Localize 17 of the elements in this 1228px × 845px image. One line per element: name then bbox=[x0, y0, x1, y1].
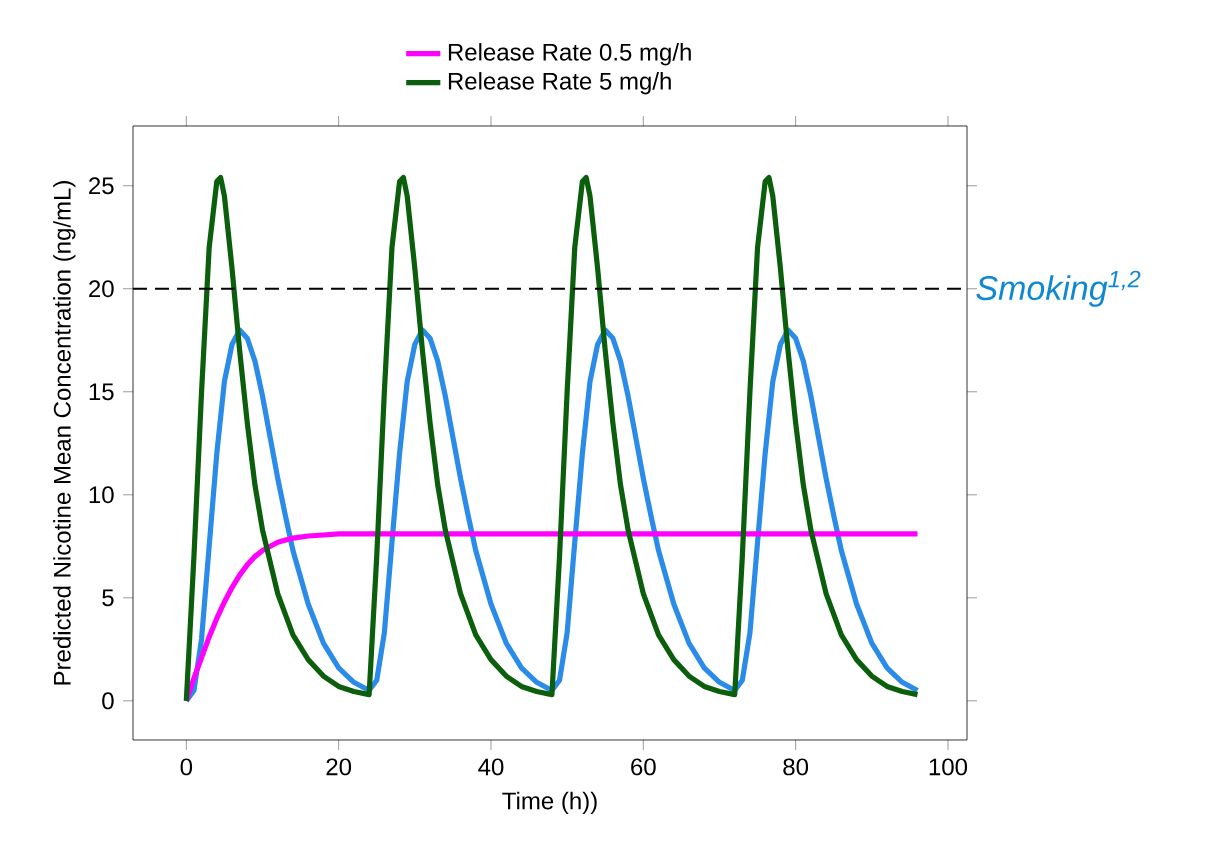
legend-label: Release Rate 5 mg/h bbox=[448, 72, 671, 95]
y-tick-label: 15 bbox=[89, 383, 114, 401]
x-tick-label: 60 bbox=[631, 758, 656, 776]
y-tick-label: 25 bbox=[89, 177, 114, 195]
x-tick-label: 0 bbox=[180, 758, 193, 776]
y-tick-label: 0 bbox=[102, 692, 114, 710]
x-tick-label: 40 bbox=[478, 758, 504, 776]
y-tick-label: 10 bbox=[89, 486, 114, 504]
x-axis-title: Time (h)) bbox=[502, 791, 597, 815]
legend-label: Release Rate 0.5 mg/h bbox=[448, 43, 691, 66]
y-tick-label: 5 bbox=[102, 589, 114, 607]
ref-line-label: Smoking$^{1,2}$ bbox=[976, 270, 1141, 307]
x-tick-label: 20 bbox=[326, 758, 352, 776]
y-axis-title: Predicted Nicotine Mean Concentration (ng/mL) bbox=[53, 181, 76, 685]
x-tick-label: 80 bbox=[783, 758, 809, 776]
y-tick-label: 20 bbox=[89, 280, 114, 298]
x-tick-label: 100 bbox=[929, 758, 968, 776]
